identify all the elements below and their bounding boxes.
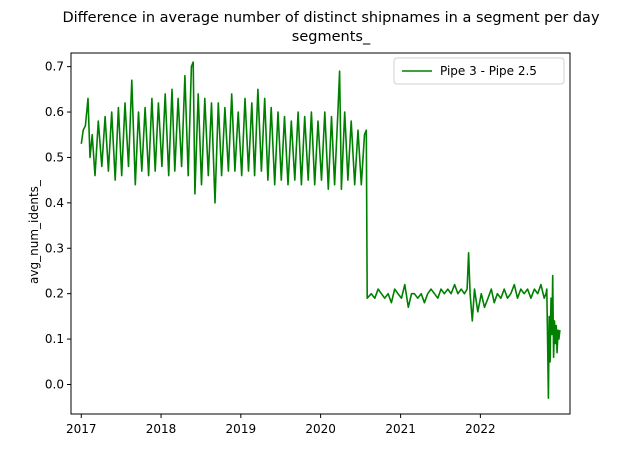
y-tick-label: 0.6 — [45, 105, 64, 119]
x-tick-label: 2017 — [66, 422, 97, 436]
y-axis-label: avg_num_idents_ — [27, 179, 41, 284]
y-tick-label: 0.4 — [45, 196, 64, 210]
x-axis: 2017 2018 2019 2020 2021 2022 — [66, 414, 496, 436]
y-axis: 0.0 0.1 0.2 0.3 0.4 0.5 0.6 0.7 — [45, 60, 71, 391]
chart-subtitle: segments_ — [292, 29, 371, 45]
series-line-pipe3-minus-pipe25 — [80, 61, 561, 399]
x-tick-label: 2021 — [385, 422, 416, 436]
y-tick-label: 0.3 — [45, 241, 64, 255]
y-tick-label: 0.1 — [45, 332, 64, 346]
y-tick-label: 0.7 — [45, 60, 64, 74]
legend: Pipe 3 - Pipe 2.5 — [393, 57, 565, 85]
plot-area: 2017 2018 2019 2020 2021 2022 0.0 0.1 0.2 0.3 0.4… — [45, 52, 571, 436]
x-tick-label: 2020 — [305, 422, 336, 436]
plot-frame — [70, 52, 571, 415]
chart-title: Difference in average number of distinct… — [62, 10, 599, 26]
legend-box — [393, 57, 565, 85]
y-tick-label: 0.2 — [45, 287, 64, 301]
y-tick-label: 0.5 — [45, 150, 64, 164]
x-tick-label: 2022 — [465, 422, 496, 436]
legend-label: Pipe 3 - Pipe 2.5 — [440, 64, 537, 78]
y-tick-label: 0.0 — [45, 377, 64, 391]
x-tick-label: 2019 — [226, 422, 257, 436]
x-tick-label: 2018 — [146, 422, 177, 436]
